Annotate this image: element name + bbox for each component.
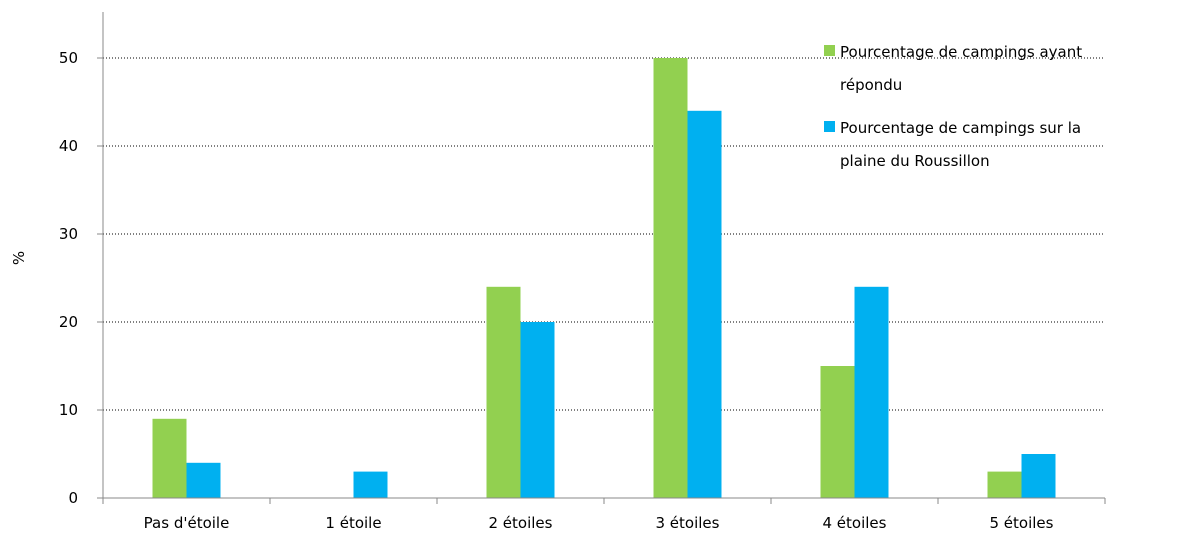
y-tick-labels: 0 10 20 30 40 50 [59,49,78,507]
x-tick-label: 5 étoiles [990,514,1054,532]
x-tick-label: 1 étoile [325,514,381,532]
y-tick-label: 30 [59,225,78,243]
gridlines [103,57,1105,411]
bar-roussillon [687,110,722,499]
bar-repondu [820,366,855,498]
bar-roussillon [353,471,388,498]
x-tick-labels: Pas d'étoile 1 étoile 2 étoiles 3 étoiles 4 … [144,514,1054,532]
legend-swatch [824,45,835,56]
axes [97,12,1106,504]
bar-roussillon [1021,454,1056,498]
y-tick-label: 10 [59,401,78,419]
y-axis-label: % [10,251,28,265]
bar-roussillon [520,322,555,498]
bar-repondu [152,418,187,498]
bar-roussillon [854,286,889,498]
x-tick-label: 3 étoiles [656,514,720,532]
x-tick-label: 2 étoiles [489,514,553,532]
legend-label: Pourcentage de campings ayant [840,43,1082,61]
y-tick-label: 20 [59,313,78,331]
y-tick-label: 40 [59,137,78,155]
x-tick-label: Pas d'étoile [144,514,230,532]
bar-repondu [987,471,1022,498]
legend-label: Pourcentage de campings sur la [840,119,1081,137]
bars [152,58,1056,499]
bar-repondu [486,286,521,498]
y-tick-label: 50 [59,49,78,67]
legend: Pourcentage de campings ayant répondu Pour… [824,43,1082,170]
legend-swatch [824,121,835,132]
legend-label: plaine du Roussillon [840,152,990,170]
bar-roussillon [186,462,221,498]
bar-repondu [653,58,688,498]
y-tick-label: 0 [68,489,78,507]
x-tick-label: 4 étoiles [823,514,887,532]
legend-label: répondu [840,76,902,94]
